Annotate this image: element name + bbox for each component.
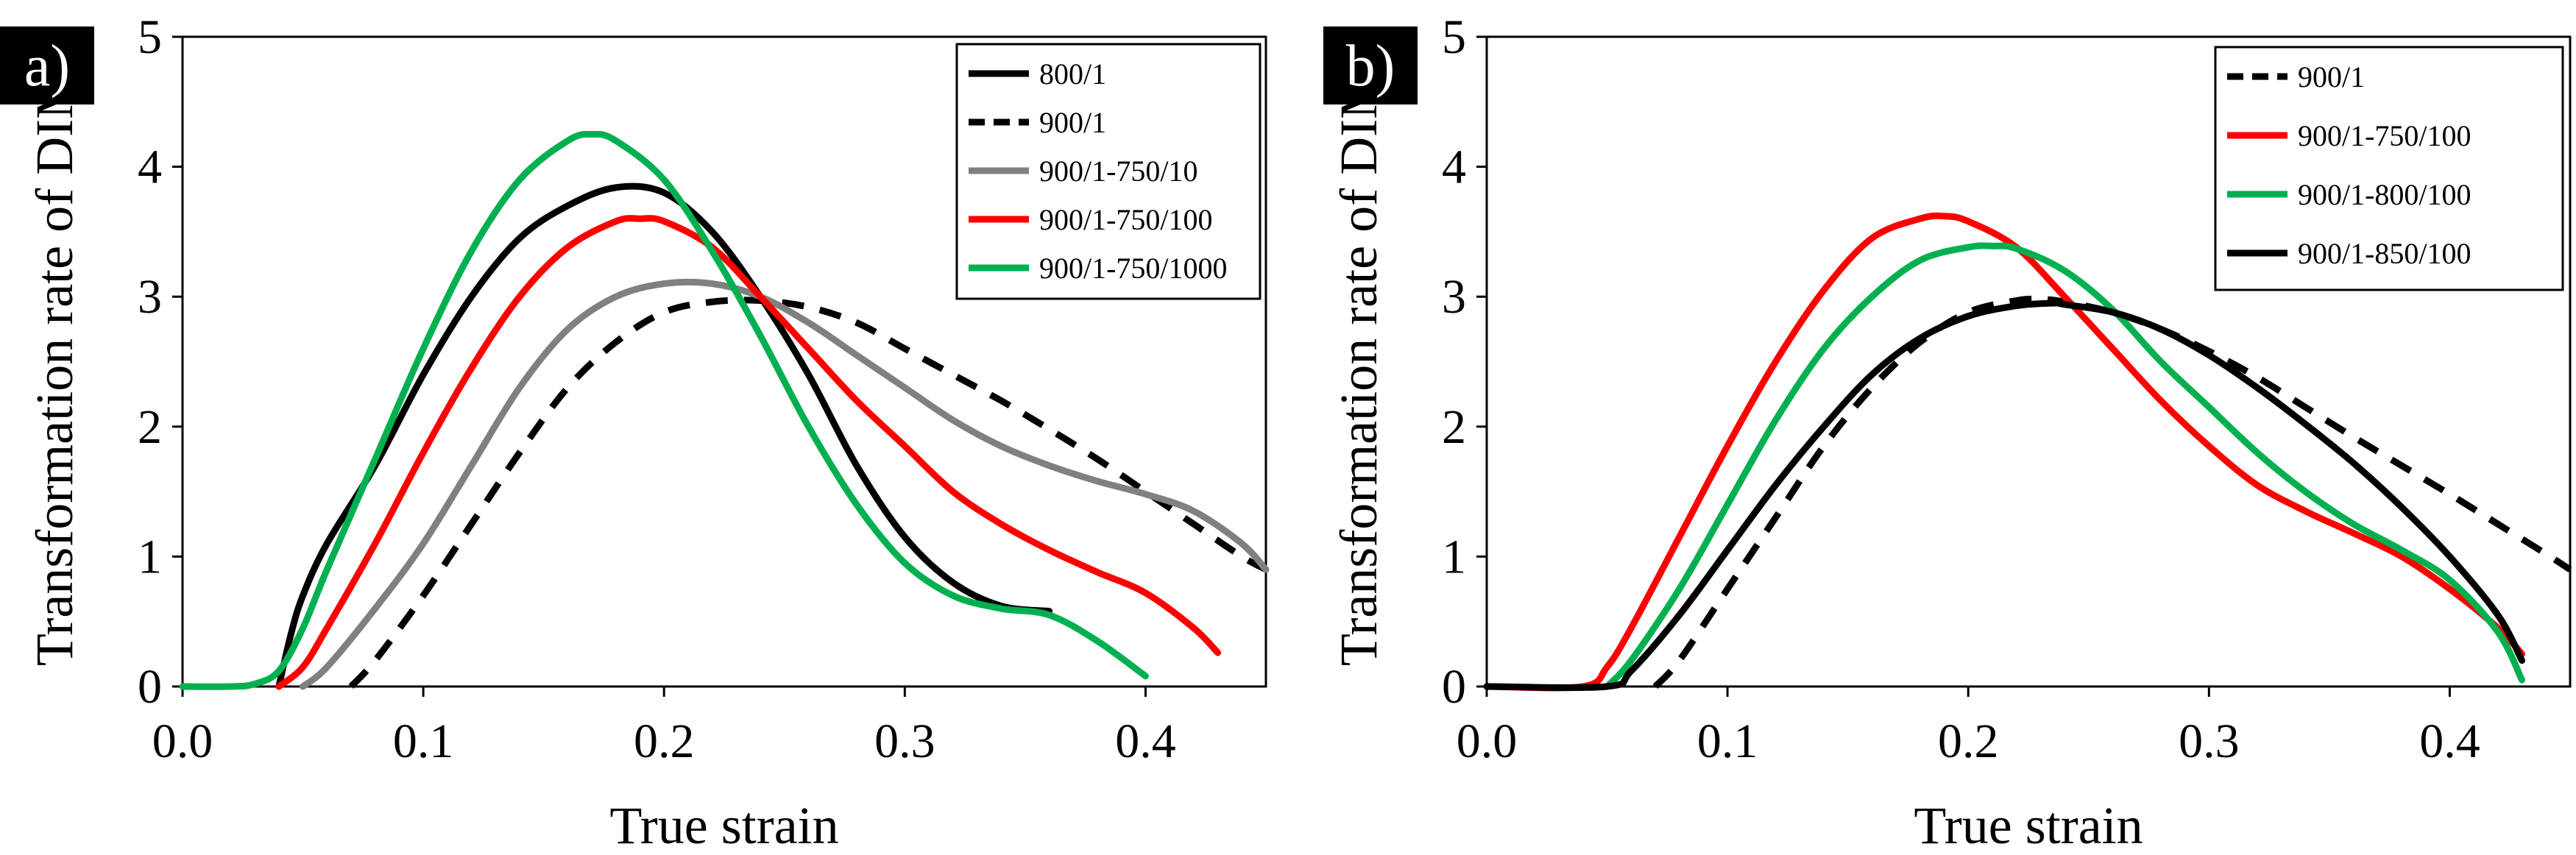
legend-label-900-1-750-100: 900/1-750/100 — [1039, 203, 1213, 236]
series-line-900-1-800-100 — [1604, 242, 2526, 690]
legend: 900/1 900/1-750/100 900/1-800/100 900/1-850… — [2214, 46, 2564, 291]
series-line-900-1-850-100 — [1483, 299, 2526, 692]
x-tick-label: 0.4 — [1115, 714, 1176, 768]
y-axis-title: Transformation rate of DIM — [25, 72, 84, 666]
legend-label-900-1: 900/1 — [1039, 106, 1106, 139]
y-tick-label: 5 — [138, 10, 162, 64]
y-tick-label: 1 — [1442, 530, 1466, 583]
panel-tag: b) — [1346, 34, 1395, 99]
y-tick-label: 0 — [1442, 660, 1466, 714]
x-tick-label: 0.0 — [152, 714, 213, 768]
x-axis-title: True strain — [1914, 796, 2142, 855]
legend-label-900-1-850-100: 900/1-850/100 — [2298, 237, 2471, 270]
x-tick-label: 0.2 — [634, 714, 695, 768]
panel-b: 0 1 2 3 4 5 0.0 0.1 0.2 0.3 0.4 True strain Transfor… — [1323, 10, 2572, 855]
legend-label-900-1-750-1000: 900/1-750/1000 — [1039, 252, 1228, 285]
y-tick-label: 3 — [1442, 270, 1466, 324]
legend-box — [2214, 46, 2564, 291]
series-line-900-1-750-100 — [1483, 212, 2526, 692]
legend-label-900-1-750-100: 900/1-750/100 — [2298, 119, 2471, 152]
y-tick-label: 2 — [138, 400, 162, 454]
x-tick-label: 0.3 — [874, 714, 935, 768]
x-tick-label: 0.1 — [393, 714, 454, 768]
legend: 800/1 900/1 900/1-750/10 900/1-750/100 900/1… — [955, 43, 1262, 300]
y-tick-label: 5 — [1442, 10, 1466, 64]
legend-label-900-1-800-100: 900/1-800/100 — [2298, 178, 2471, 211]
y-tick-label: 1 — [138, 530, 162, 583]
y-tick-label: 3 — [138, 270, 162, 324]
series-line-800-1 — [275, 182, 1053, 690]
x-tick-label: 0.3 — [2179, 714, 2240, 768]
y-tick-label: 4 — [1442, 141, 1466, 194]
legend-label-800-1: 800/1 — [1039, 57, 1106, 91]
y-axis-title: Transformation rate of DIM — [1329, 72, 1388, 666]
panel-a: 0 1 2 3 4 5 0.0 0.1 0.2 0.3 0.4 True strain Transfor… — [0, 10, 1270, 855]
x-tick-label: 0.2 — [1938, 714, 1999, 768]
panel-tag-background — [1323, 26, 1418, 104]
y-tick-label: 4 — [138, 141, 162, 194]
y-tick-label: 2 — [1442, 400, 1466, 454]
legend-label-900-1: 900/1 — [2298, 60, 2365, 93]
x-tick-label: 0.4 — [2419, 714, 2480, 768]
legend-label-900-1-750-10: 900/1-750/10 — [1039, 155, 1198, 188]
series-line-900-1-750-10 — [300, 278, 1270, 690]
series-line-900-1 — [348, 297, 1268, 689]
series-line-900-1-750-1000 — [179, 130, 1149, 690]
x-tick-label: 0.0 — [1457, 714, 1518, 768]
plot-frame — [181, 35, 1267, 688]
x-axis-title: True strain — [609, 796, 838, 855]
panel-tag: a) — [24, 34, 70, 99]
panel-tag-background — [0, 26, 94, 104]
x-tick-label: 0.1 — [1697, 714, 1758, 768]
y-tick-label: 0 — [138, 660, 162, 714]
plot-frame — [1485, 35, 2572, 688]
series-line-900-1 — [1652, 295, 2572, 689]
